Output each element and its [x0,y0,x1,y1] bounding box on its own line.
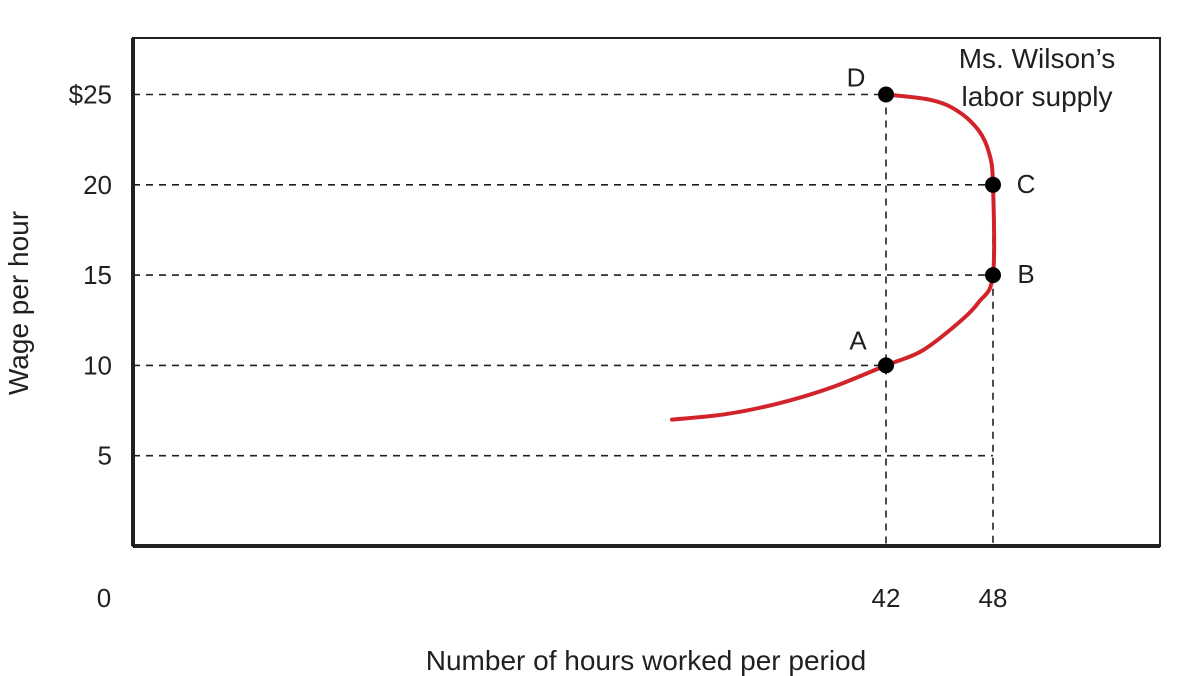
y-tick-label: $25 [69,80,112,110]
y-tick-label: 20 [83,170,112,200]
y-tick-labels: 5 10 15 20 $25 [69,80,112,471]
y-axis-label: Wage per hour [3,211,34,395]
point-a [878,357,894,374]
y-tick-label: 5 [98,441,112,471]
curve-label-line-1: Ms. Wilson’s [959,43,1116,74]
point-label-c: C [1017,169,1036,199]
origin-label: 0 [97,583,111,613]
data-points: A B C D [847,63,1036,374]
point-d [878,86,894,103]
labor-supply-curve [670,92,997,422]
point-label-d: D [847,63,866,93]
x-tick-labels: 42 48 [872,583,1008,613]
plot-frame [132,37,1161,547]
point-b [984,267,1001,284]
point-c [984,176,1001,193]
y-tick-label: 15 [83,260,112,290]
point-label-b: B [1017,259,1034,289]
guide-lines [133,93,994,546]
point-label-a: A [849,325,867,355]
x-axis-label: Number of hours worked per period [426,645,866,676]
x-tick-label: 48 [979,583,1008,613]
y-tick-label: 10 [83,350,112,380]
x-tick-label: 42 [872,583,901,613]
curve-label-line-2: labor supply [962,81,1113,112]
